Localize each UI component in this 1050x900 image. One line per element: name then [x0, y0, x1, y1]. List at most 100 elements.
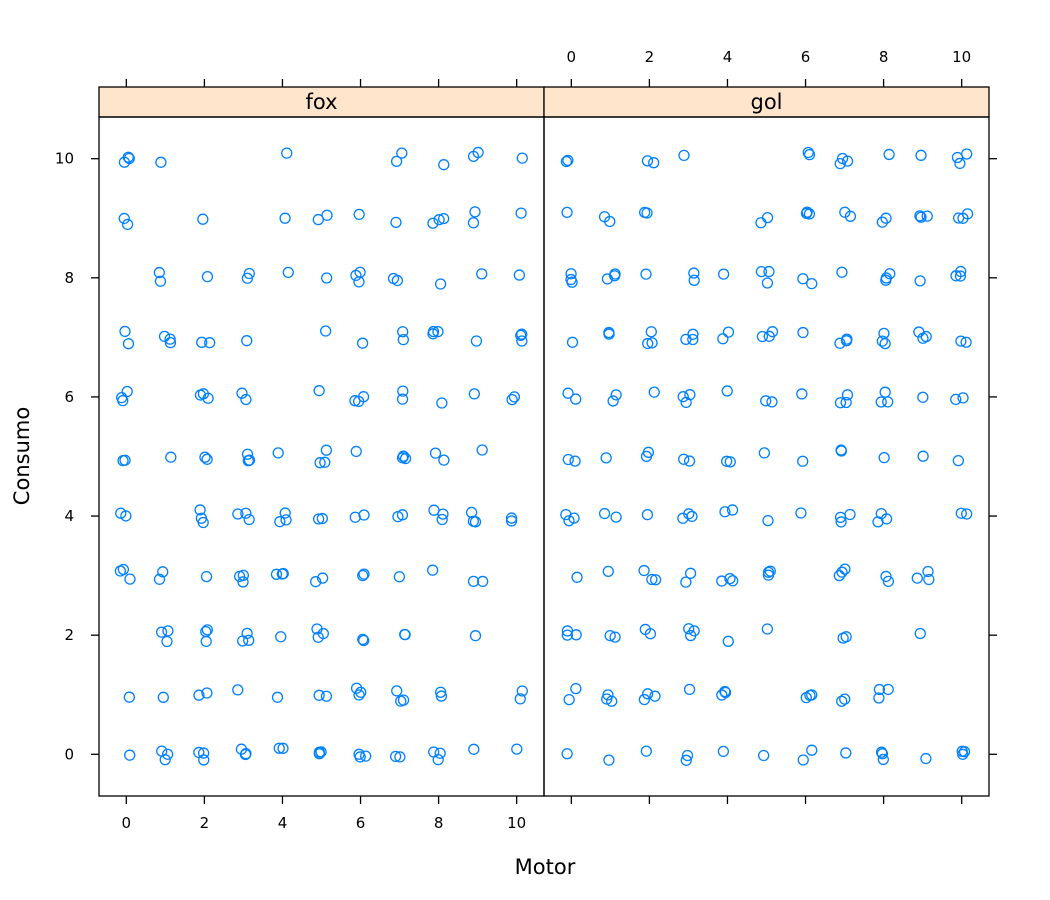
data-point — [566, 276, 578, 288]
data-point — [755, 265, 768, 278]
data-point — [598, 507, 611, 520]
panels-layer: fox gol — [98, 86, 990, 797]
points-gol — [560, 146, 974, 766]
data-point — [804, 689, 816, 702]
x-tick-label: 8 — [879, 48, 889, 66]
data-point — [161, 748, 174, 760]
data-point — [354, 751, 366, 763]
data-point — [397, 385, 409, 397]
data-point — [397, 326, 409, 338]
data-point — [911, 572, 923, 584]
y-tick-label: 2 — [64, 626, 74, 644]
data-point — [803, 148, 816, 161]
data-point — [508, 391, 521, 403]
data-point — [609, 631, 621, 643]
data-point — [506, 393, 518, 406]
data-point — [153, 573, 166, 585]
data-point — [601, 273, 614, 285]
data-point — [763, 265, 775, 278]
data-point — [560, 508, 572, 521]
data-point — [917, 450, 929, 462]
data-point — [236, 387, 248, 399]
data-point — [427, 328, 439, 340]
data-point — [915, 149, 927, 161]
data-point — [124, 749, 136, 761]
data-point — [399, 628, 411, 641]
data-point — [279, 212, 291, 224]
data-point — [435, 690, 448, 702]
data-point — [123, 691, 136, 703]
data-point — [391, 685, 403, 697]
axes-layer: 0 2 4 6 8 10 0 2 4 6 8 10 0 2 4 6 8 10 — [55, 48, 997, 832]
data-point — [876, 216, 888, 228]
data-point — [841, 389, 854, 401]
data-point — [516, 152, 528, 164]
data-point — [955, 507, 967, 519]
data-point — [320, 690, 333, 702]
data-point — [719, 506, 731, 518]
data-point — [124, 573, 136, 585]
data-point — [313, 385, 325, 397]
data-point — [237, 576, 249, 588]
data-point — [648, 386, 660, 398]
data-point — [562, 453, 574, 466]
data-point — [120, 510, 132, 522]
data-point — [240, 747, 252, 760]
data-point — [156, 745, 168, 757]
data-point — [878, 451, 890, 464]
data-point — [320, 444, 333, 456]
data-point — [279, 507, 291, 519]
data-point — [243, 634, 255, 646]
data-point — [950, 393, 962, 406]
data-point — [952, 212, 965, 224]
data-point — [922, 565, 934, 578]
data-point — [727, 575, 739, 587]
data-point — [648, 157, 660, 169]
data-point — [427, 564, 439, 576]
data-point — [844, 508, 856, 521]
data-point — [153, 266, 165, 279]
data-point — [640, 745, 652, 757]
data-point — [476, 444, 488, 456]
data-point — [358, 568, 370, 580]
data-point — [427, 217, 439, 229]
data-point — [277, 742, 289, 754]
data-point — [837, 632, 849, 644]
data-point — [955, 335, 967, 347]
data-point — [797, 273, 809, 285]
data-point — [319, 456, 331, 468]
data-point — [761, 623, 774, 635]
data-point — [314, 457, 326, 469]
data-point — [438, 212, 450, 225]
data-point — [570, 393, 582, 405]
data-point — [467, 217, 480, 229]
data-point — [645, 326, 657, 338]
data-point — [468, 388, 480, 400]
data-point — [353, 208, 365, 221]
points-fox — [114, 146, 528, 766]
data-point — [839, 693, 851, 705]
panel-frame-gol — [543, 116, 990, 797]
data-point — [882, 396, 894, 408]
data-point — [350, 269, 362, 282]
data-point — [358, 509, 370, 521]
data-point — [277, 567, 289, 580]
data-point — [686, 510, 698, 523]
data-point — [834, 397, 847, 409]
data-point — [722, 635, 734, 647]
data-point — [566, 336, 579, 348]
data-point — [880, 212, 892, 224]
data-point — [119, 325, 131, 338]
data-point — [873, 692, 885, 704]
data-point — [872, 516, 884, 528]
data-point — [758, 749, 770, 762]
data-point — [717, 268, 730, 280]
data-point — [122, 151, 134, 163]
data-point — [688, 625, 700, 637]
data-point — [394, 751, 406, 763]
panel-gol: gol — [543, 86, 990, 797]
data-point — [154, 275, 167, 287]
y-tick-label: 10 — [55, 150, 74, 168]
data-point — [356, 337, 369, 349]
